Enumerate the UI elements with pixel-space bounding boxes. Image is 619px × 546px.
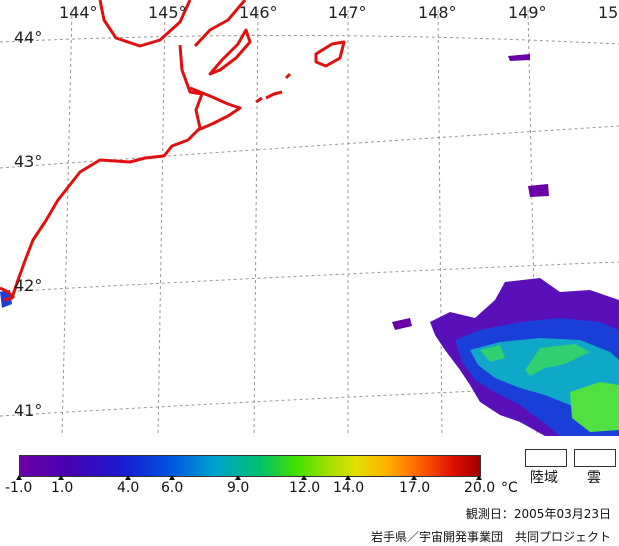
nemuro-peninsula bbox=[189, 86, 242, 132]
cloud-legend-label: 雲 bbox=[587, 470, 601, 486]
islet-1 bbox=[284, 72, 292, 80]
parallel-41 bbox=[0, 384, 619, 417]
colorbar-tick-label: 17.0 bbox=[399, 480, 431, 496]
colorbar-tick-label: 14.0 bbox=[333, 480, 365, 496]
latitude-label-41: 41° bbox=[14, 401, 43, 420]
colorbar-tick-mark bbox=[301, 475, 307, 480]
land-legend-box bbox=[525, 449, 567, 467]
colorbar-tick-label: 6.0 bbox=[161, 480, 184, 496]
hokkaido-coast bbox=[98, 0, 192, 48]
land-legend-label: 陸域 bbox=[530, 470, 558, 486]
longitude-label-146: 146° bbox=[239, 3, 278, 22]
sea-surface-temperature-map: 144° 145° 146° 147° 148° 149° 15 44° 43°… bbox=[0, 0, 619, 436]
sst-patch-green-2 bbox=[525, 344, 590, 376]
latitude-label-44: 44° bbox=[14, 28, 43, 47]
latitude-label-43: 43° bbox=[14, 152, 43, 171]
shikotan-island bbox=[314, 40, 346, 68]
islet-2 bbox=[0, 286, 16, 300]
colorbar-tick-label: 20.0 bbox=[464, 480, 496, 496]
longitude-label-144: 144° bbox=[59, 3, 98, 22]
colorbar-tick-mark bbox=[169, 475, 175, 480]
colorbar-tick-mark bbox=[345, 475, 351, 480]
parallel-43 bbox=[0, 125, 619, 169]
colorbar-tick-mark bbox=[125, 475, 131, 480]
latitude-label-42: 42° bbox=[14, 276, 43, 295]
project-credit: 岩手県／宇宙開発事業団 共同プロジェクト bbox=[370, 530, 611, 544]
colorbar-tick-label: 4.0 bbox=[117, 480, 140, 496]
kunashiri-island bbox=[208, 28, 252, 76]
sst-patch-green-1 bbox=[480, 345, 505, 362]
meridian-145 bbox=[157, 9, 166, 436]
sst-patch-green-3 bbox=[570, 382, 619, 432]
east-coast bbox=[3, 44, 204, 302]
colorbar-tick-mark bbox=[235, 475, 241, 480]
colorbar-tick-mark bbox=[411, 475, 417, 480]
parallel-42 bbox=[0, 261, 619, 293]
map-canvas bbox=[0, 0, 619, 436]
parallel-44 bbox=[0, 34, 619, 45]
sst-speck-2 bbox=[528, 184, 549, 197]
cloud-legend-box bbox=[574, 449, 616, 467]
longitude-label-148: 148° bbox=[418, 3, 457, 22]
colorbar-tick-label: 12.0 bbox=[289, 480, 321, 496]
longitude-label-149: 149° bbox=[508, 3, 547, 22]
longitude-label-147: 147° bbox=[328, 3, 367, 22]
longitude-label-145: 145° bbox=[148, 3, 187, 22]
sst-data bbox=[0, 54, 619, 436]
colorbar-tick-mark bbox=[16, 475, 22, 480]
meridian-146 bbox=[253, 9, 259, 436]
colorbar-tick-mark bbox=[58, 475, 64, 480]
longitude-label-150: 15 bbox=[598, 3, 619, 22]
colorbar-tick-label: 9.0 bbox=[227, 480, 250, 496]
sst-speck-3 bbox=[508, 54, 530, 61]
meridian-144 bbox=[61, 9, 73, 436]
observation-date: 観測日：2005年03月23日 bbox=[465, 507, 611, 521]
sst-speck-1 bbox=[392, 318, 412, 330]
shiretoko-peninsula bbox=[193, 0, 247, 48]
colorbar-tick-label: 1.0 bbox=[51, 480, 74, 496]
meridian-148 bbox=[437, 9, 443, 436]
habomai-islands bbox=[255, 90, 283, 104]
colorbar-tick-mark bbox=[476, 475, 482, 480]
colorbar-tick-label: -1.0 bbox=[5, 480, 33, 496]
coastline bbox=[0, 0, 346, 302]
temperature-colorbar bbox=[19, 455, 481, 477]
colorbar-unit: °C bbox=[501, 480, 518, 496]
